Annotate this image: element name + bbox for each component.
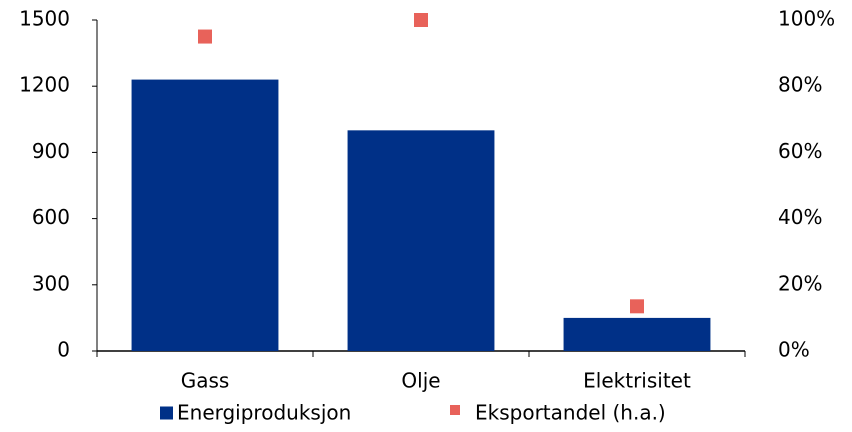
y-tick-label: 600 (32, 205, 70, 229)
y-tick-label: 1200 (19, 73, 70, 97)
legend-label: Energiproduksjon (177, 401, 351, 425)
y-tick-label: 300 (32, 271, 70, 295)
x-tick-label: Elektrisitet (583, 369, 691, 393)
x-tick-label: Olje (401, 369, 440, 393)
legend-swatch (160, 406, 173, 420)
y2-tick-label: 100% (778, 7, 835, 31)
marker (414, 13, 428, 27)
x-tick-label: Gass (181, 369, 230, 393)
y2-tick-label: 20% (778, 271, 822, 295)
marker (630, 299, 644, 314)
y-tick-label: 0 (57, 338, 70, 362)
marker (198, 29, 212, 44)
legend-swatch (450, 405, 460, 415)
bar (563, 317, 711, 351)
bar (131, 79, 279, 351)
legend-label: Eksportandel (h.a.) (475, 401, 666, 425)
y2-tick-label: 60% (778, 139, 822, 163)
bar (347, 130, 495, 351)
y2-tick-label: 0% (778, 338, 810, 362)
y-tick-label: 1500 (19, 7, 70, 31)
y2-tick-label: 40% (778, 205, 822, 229)
y2-tick-label: 80% (778, 73, 822, 97)
y-tick-label: 900 (32, 139, 70, 163)
